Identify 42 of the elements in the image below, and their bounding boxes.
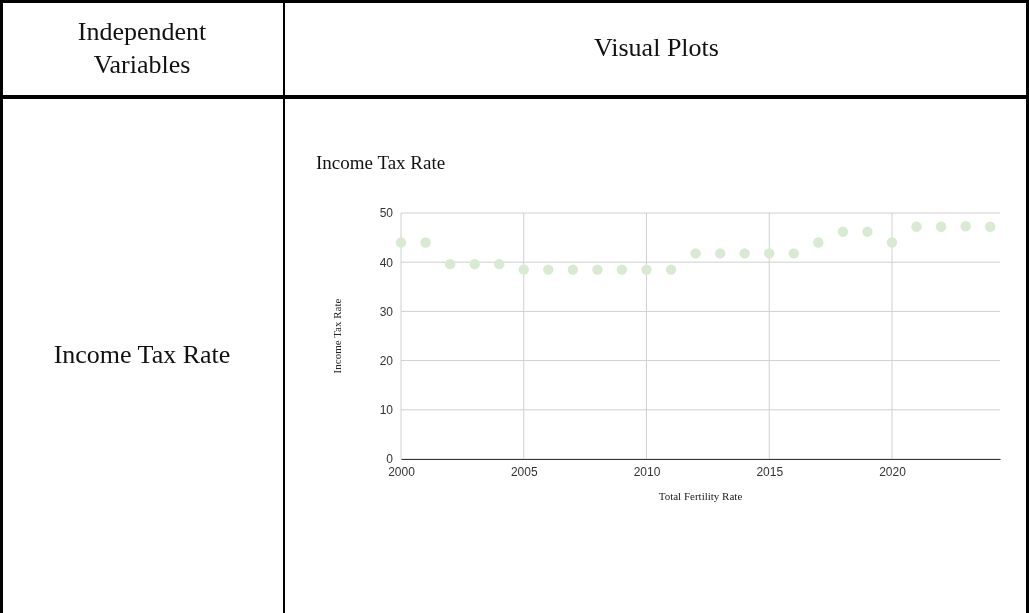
y-tick-label: 10 <box>379 403 394 418</box>
point <box>960 221 971 232</box>
x-axis-title: Total Fertility Rate <box>658 490 743 502</box>
y-axis-title: Income Tax Rate <box>331 298 343 374</box>
point <box>543 264 554 275</box>
y-tick-label: 50 <box>379 206 394 221</box>
point <box>469 258 480 270</box>
x-tick-label: 2020 <box>879 464 907 479</box>
y-tick-label: 30 <box>379 304 394 319</box>
x-tick-label: 2015 <box>756 464 784 479</box>
point <box>764 248 775 259</box>
point <box>739 248 750 259</box>
y-tick-label: 40 <box>379 255 394 270</box>
point <box>984 221 996 232</box>
point <box>837 226 849 237</box>
y-tick-label: 0 <box>386 452 394 467</box>
point <box>493 258 505 270</box>
point <box>862 226 873 237</box>
point <box>518 264 529 275</box>
point <box>690 248 701 259</box>
point <box>592 264 603 275</box>
point <box>444 258 456 270</box>
point <box>813 237 824 248</box>
point <box>714 248 726 259</box>
point <box>788 248 799 259</box>
x-tick-label: 2010 <box>633 464 661 479</box>
point <box>935 221 947 232</box>
point <box>395 237 407 248</box>
chart-title: Income Tax Rate <box>316 152 446 173</box>
y-tick-label: 20 <box>379 353 394 368</box>
point <box>911 221 922 232</box>
text: Independent Variables <box>76 16 208 81</box>
point <box>886 237 898 248</box>
text: Visual Plots <box>594 32 719 65</box>
text: Income Tax Rate <box>53 338 231 371</box>
point <box>641 264 652 275</box>
x-tick-label: 2005 <box>510 464 538 479</box>
point <box>420 237 431 248</box>
point <box>616 264 628 275</box>
point <box>567 264 579 275</box>
point <box>665 264 677 275</box>
x-tick-label: 2000 <box>388 464 416 479</box>
